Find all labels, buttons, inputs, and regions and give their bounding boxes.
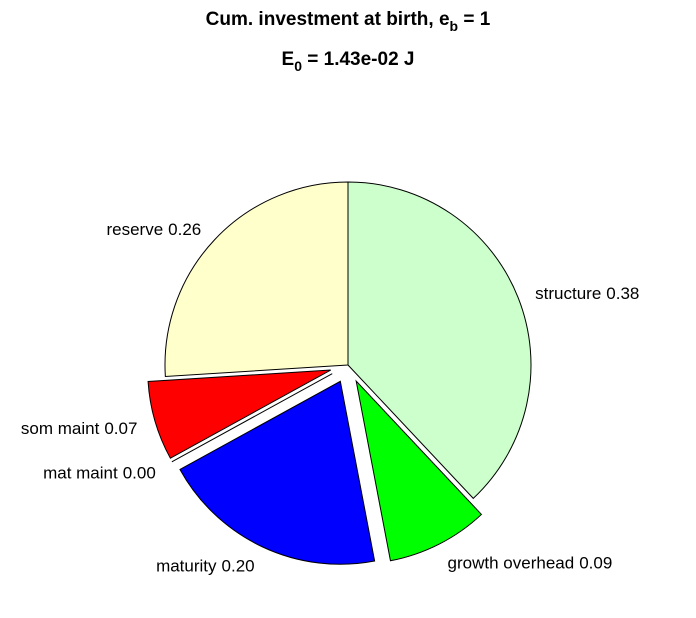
- slice-label: reserve 0.26: [106, 221, 201, 240]
- category-label: maturity: [156, 557, 217, 576]
- pie-slice: [355, 379, 483, 562]
- slice-label: mat maint 0.00: [43, 464, 156, 483]
- pie-slice: [347, 181, 532, 500]
- pie-slice: [164, 181, 349, 378]
- subtitle-part: E: [282, 49, 295, 70]
- title-sub: b: [450, 18, 459, 34]
- value-label: 0.07: [104, 420, 137, 439]
- value-label: 0.26: [168, 221, 201, 240]
- slice-label: maturity 0.20: [156, 557, 255, 576]
- subtitle-sub: 0: [294, 58, 302, 74]
- title-part: Cum. investment at birth, e: [206, 9, 450, 30]
- chart-title: Cum. investment at birth, eb = 1: [206, 9, 491, 34]
- category-label: som maint: [21, 420, 100, 439]
- value-label: 0.38: [606, 284, 639, 303]
- slice-label: growth overhead 0.09: [448, 554, 613, 573]
- category-label: growth overhead: [448, 554, 575, 573]
- value-label: 0.00: [123, 464, 156, 483]
- subtitle-part: = 1.43e-02 J: [302, 49, 415, 70]
- slice-label: som maint 0.07: [21, 420, 138, 439]
- pie-slice: [179, 380, 376, 565]
- title-part: = 1: [458, 9, 491, 30]
- pie-slice: [147, 369, 331, 459]
- chart-subtitle: E0 = 1.43e-02 J: [282, 49, 415, 74]
- category-label: structure: [535, 284, 601, 303]
- value-label: 0.09: [579, 554, 612, 573]
- slice-label: structure 0.38: [535, 284, 639, 303]
- category-label: reserve: [106, 221, 163, 240]
- value-label: 0.20: [222, 557, 255, 576]
- category-label: mat maint: [43, 464, 118, 483]
